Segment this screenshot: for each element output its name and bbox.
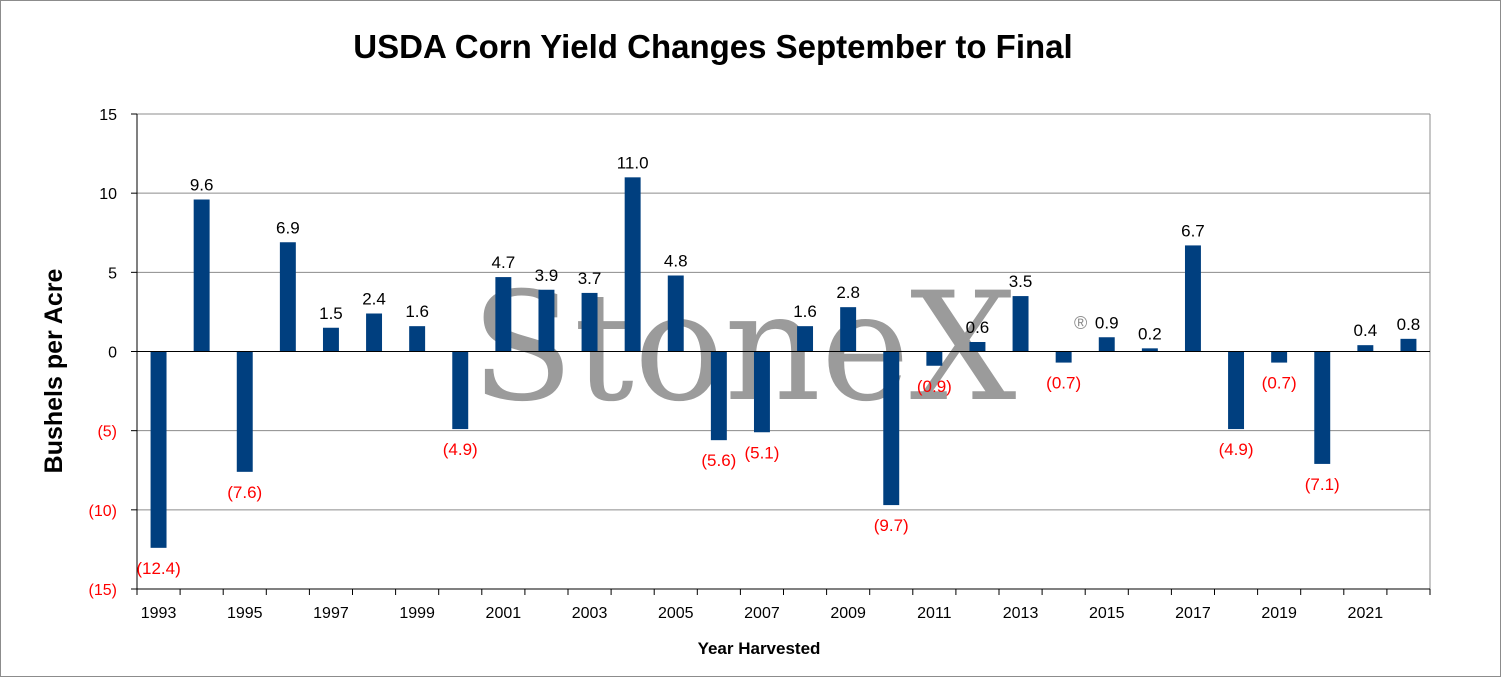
x-axis-label: Year Harvested [698,639,821,658]
x-tick-label: 2003 [572,605,608,622]
data-label-2018: (4.9) [1219,440,1254,459]
data-label-2000: (4.9) [443,440,478,459]
bar-2011 [926,351,943,366]
bar-1998 [366,313,383,352]
bar-2000 [452,351,469,430]
axes [131,113,1431,595]
x-tick-label: 1995 [227,605,263,622]
x-tick-labels: 1993 1995 1997 1999 2001 2003 2005 2007 2009 2011… [141,605,1383,622]
bar-2019 [1271,351,1288,363]
bar-1995 [236,351,253,472]
data-label-2004: 11.0 [617,153,649,172]
data-label-2001: 4.7 [492,253,516,272]
bar-2004 [624,177,641,352]
data-label-2014: (0.7) [1046,374,1081,393]
y-tick-label: (5) [97,424,117,441]
y-tick-labels: 15 10 5 0 (5) (10) (15) [89,107,118,599]
data-label-2003: 3.7 [578,269,602,288]
data-label-2019: (0.7) [1262,374,1297,393]
x-tick-label: 2005 [658,605,694,622]
x-tick-label: 1993 [141,605,177,622]
data-label-1995: (7.6) [227,483,262,502]
data-label-1999: 1.6 [405,302,429,321]
x-tick-label: 1999 [399,605,435,622]
data-label-1996: 6.9 [276,218,300,237]
x-tick-label: 2015 [1089,605,1125,622]
data-label-2021: 0.4 [1354,321,1378,340]
data-label-2016: 0.2 [1138,324,1162,343]
x-tick-label: 2021 [1348,605,1384,622]
bar-2005 [667,275,684,352]
x-tick-label: 2001 [486,605,522,622]
bar-1993 [150,351,167,548]
bars [150,177,1417,548]
bar-1994 [193,199,210,352]
x-tick-label: 2017 [1175,605,1211,622]
bar-1996 [279,242,296,352]
bar-2001 [495,277,512,352]
data-label-2006: (5.6) [701,451,736,470]
data-label-2022: 0.8 [1397,315,1421,334]
bar-2002 [538,289,555,352]
bar-2007 [753,351,770,433]
bar-2015 [1098,337,1115,352]
y-tick-label: (15) [89,582,117,599]
watermark: StoneX ® [471,261,1087,435]
data-label-2020: (7.1) [1305,475,1340,494]
watermark-text: StoneX [471,261,1017,435]
data-label-1997: 1.5 [319,304,343,323]
y-tick-label: 15 [99,107,117,124]
bar-2020 [1314,351,1331,464]
x-tick-label: 2019 [1261,605,1297,622]
bar-2009 [840,307,857,352]
bar-2014 [1055,351,1072,363]
y-tick-label: (10) [89,503,117,520]
data-label-2009: 2.8 [836,283,860,302]
data-label-2013: 3.5 [1009,272,1033,291]
chart-title: USDA Corn Yield Changes September to Fin… [353,28,1072,65]
bar-2022 [1400,338,1417,352]
data-label-2002: 3.9 [535,266,559,285]
bar-1999 [409,326,426,352]
data-label-2015: 0.9 [1095,313,1119,332]
bar-2018 [1228,351,1245,430]
y-axis-label: Bushels per Acre [40,269,68,474]
x-tick-label: 1997 [313,605,349,622]
y-tick-label: 5 [108,265,117,282]
bar-2008 [797,326,814,352]
bar-2013 [1012,296,1029,352]
watermark-registered-mark: ® [1074,313,1087,333]
data-labels: (12.4) 9.6 (7.6) 6.9 1.5 2.4 1.6 (4.9) 4.7 3.9 3.7… [136,153,1421,578]
y-tick-label: 0 [108,345,117,362]
bar-2003 [581,292,598,352]
y-tick-label: 10 [99,186,117,203]
bar-2016 [1141,348,1158,352]
data-label-2005: 4.8 [664,252,688,271]
bar-2006 [710,351,727,441]
x-tick-label: 2013 [1003,605,1039,622]
x-tick-label: 2011 [917,605,952,622]
bar-1997 [322,327,339,352]
bar-2010 [883,351,900,506]
bar-2012 [969,342,986,352]
x-tick-label: 2007 [744,605,780,622]
bar-2017 [1184,245,1201,352]
x-tick-label: 2009 [830,605,866,622]
data-label-1998: 2.4 [362,290,386,309]
bar-2021 [1357,345,1374,352]
data-label-1993: (12.4) [136,559,180,578]
data-label-2017: 6.7 [1181,221,1205,240]
data-label-2007: (5.1) [744,443,779,462]
data-label-1994: 9.6 [190,176,214,195]
data-label-2011: (0.9) [917,377,952,396]
data-label-2012: 0.6 [966,318,990,337]
data-label-2008: 1.6 [793,302,817,321]
data-label-2010: (9.7) [874,516,909,535]
